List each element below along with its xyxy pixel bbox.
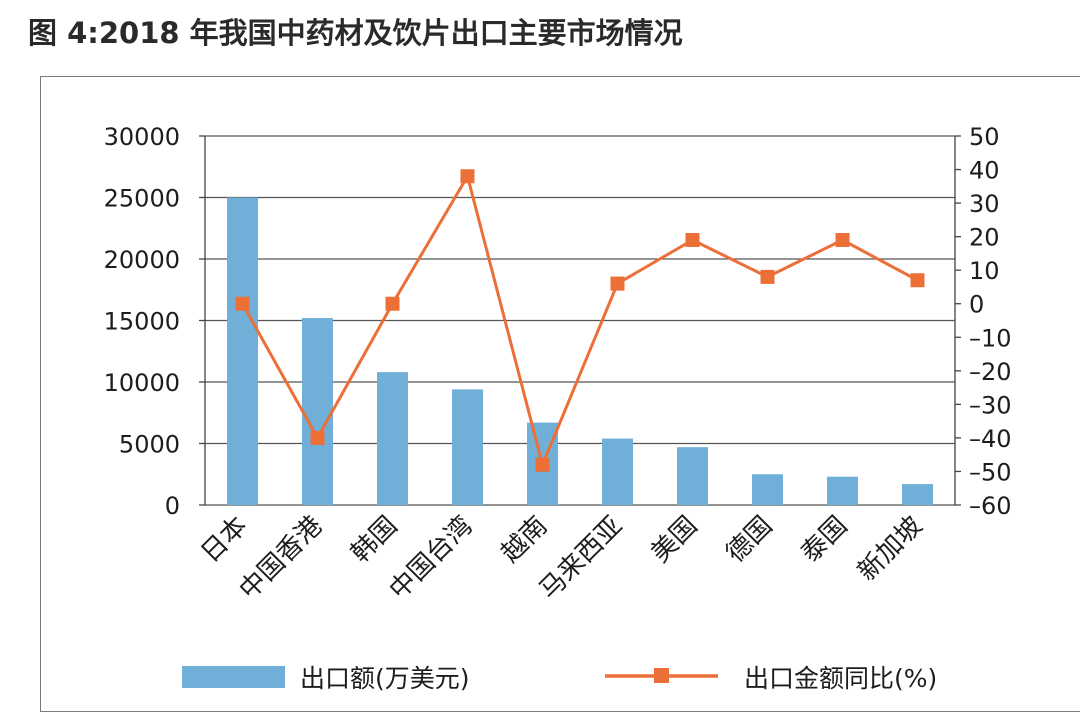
yoy-marker xyxy=(685,232,700,247)
axis-layer xyxy=(199,135,961,506)
yoy-marker xyxy=(835,232,850,247)
bar xyxy=(452,389,483,505)
category-label: 德国 xyxy=(720,511,778,569)
yoy-marker xyxy=(310,430,325,445)
left-tick-label: 25000 xyxy=(104,185,180,213)
yoy-marker xyxy=(235,296,250,311)
yoy-marker xyxy=(535,457,550,472)
legend-bar-swatch xyxy=(182,666,285,688)
category-label: 日本 xyxy=(195,511,253,569)
right-tick-label: –40 xyxy=(969,425,1012,453)
category-label: 泰国 xyxy=(795,511,853,569)
right-tick-label: 40 xyxy=(969,157,1000,185)
right-tick-label: –60 xyxy=(969,492,1012,520)
legend-layer: 出口额(万美元) 出口金额同比(%) xyxy=(182,664,937,693)
category-label: 韩国 xyxy=(345,511,403,569)
left-tick-label: 20000 xyxy=(104,246,180,274)
page-title: 图 4:2018 年我国中药材及饮片出口主要市场情况 xyxy=(28,16,683,50)
bar xyxy=(902,484,933,505)
chart-frame xyxy=(40,76,1080,712)
legend-line-label: 出口金额同比(%) xyxy=(744,664,937,693)
yoy-marker xyxy=(610,276,625,291)
bar xyxy=(752,474,783,505)
left-tick-label: 5000 xyxy=(119,431,180,459)
bar xyxy=(227,197,258,505)
line-layer xyxy=(235,169,925,472)
right-tick-label: –30 xyxy=(969,391,1012,419)
legend-bar-label: 出口额(万美元) xyxy=(300,664,470,693)
category-label: 美国 xyxy=(645,511,703,569)
right-tick-label: –50 xyxy=(969,458,1012,486)
legend-line-marker xyxy=(654,668,669,683)
category-label: 中国台湾 xyxy=(384,511,479,606)
right-tick-label: 50 xyxy=(969,123,1000,151)
category-label: 中国香港 xyxy=(234,511,329,606)
bar xyxy=(677,447,708,505)
right-tick-label: 10 xyxy=(969,257,1000,285)
right-tick-label: –20 xyxy=(969,358,1012,386)
category-label: 新加坡 xyxy=(852,511,928,587)
yoy-line xyxy=(241,174,919,467)
category-label: 越南 xyxy=(495,511,553,569)
left-tick-label: 15000 xyxy=(104,308,180,336)
left-tick-label: 0 xyxy=(165,492,180,520)
yoy-marker xyxy=(760,269,775,284)
bar xyxy=(377,372,408,505)
yoy-marker xyxy=(385,296,400,311)
left-tick-label: 10000 xyxy=(104,369,180,397)
bar-layer xyxy=(227,197,933,505)
bar xyxy=(827,476,858,505)
yoy-marker xyxy=(460,169,475,184)
category-label: 马来西亚 xyxy=(534,511,629,606)
left-tick-label: 30000 xyxy=(104,123,180,151)
right-tick-label: 20 xyxy=(969,224,1000,252)
bar xyxy=(302,318,333,505)
right-tick-label: 30 xyxy=(969,190,1000,218)
bar xyxy=(602,438,633,505)
right-tick-label: 0 xyxy=(969,291,984,319)
yoy-marker xyxy=(910,273,925,288)
right-tick-label: –10 xyxy=(969,324,1012,352)
